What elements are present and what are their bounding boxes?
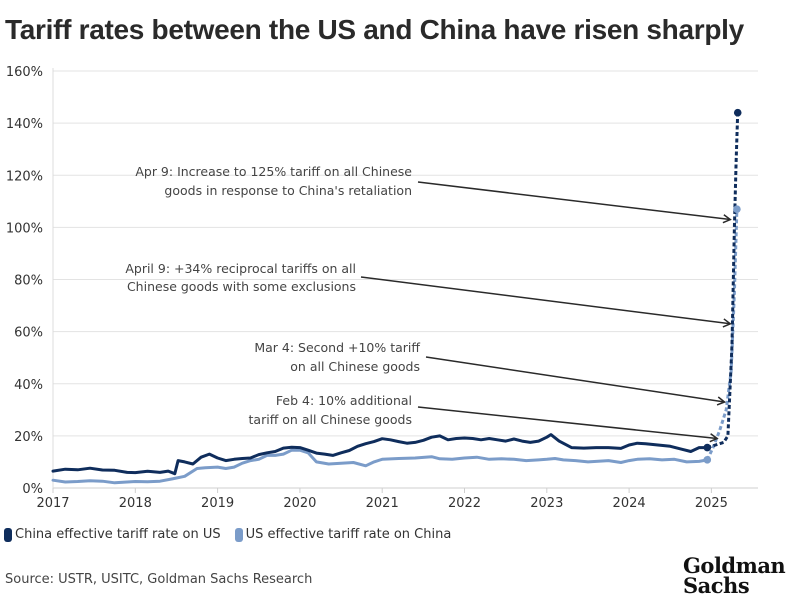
x-tick-label: 2021 — [366, 496, 399, 511]
annotation-arrow — [417, 181, 732, 224]
us-tariff-line — [51, 448, 709, 485]
x-tick-label: 2025 — [695, 496, 728, 511]
data-point-marker — [733, 205, 741, 213]
y-tick-label: 0% — [22, 482, 43, 497]
source-note: Source: USTR, USITC, Goldman Sachs Resea… — [5, 572, 313, 587]
goldman-sachs-logo: Goldman Sachs — [683, 553, 786, 598]
y-tick-label: 160% — [6, 65, 43, 80]
y-tick-label: 100% — [6, 221, 43, 236]
y-tick-label: 60% — [14, 326, 43, 341]
annotation-text: Feb 4: 10% additional — [276, 393, 412, 408]
x-tick-label: 2018 — [119, 496, 152, 511]
legend-label-china: China effective tariff rate on US — [15, 527, 221, 542]
legend-item-us: US effective tariff rate on China — [234, 527, 452, 542]
annotation-text: goods in response to China's retaliation — [164, 183, 412, 198]
china-tariff-line-projected — [706, 112, 740, 450]
annotation-arrow — [425, 356, 727, 406]
y-tick-label: 80% — [14, 274, 43, 289]
x-axis: 2017 2018 2019 2020 2021 2022 2023 2024 2025 — [36, 488, 728, 511]
data-point-marker — [703, 456, 712, 464]
legend: China effective tariff rate on US US eff… — [4, 527, 465, 542]
y-tick-label: 20% — [14, 430, 43, 445]
annotation-text: Chinese goods with some exclusions — [127, 279, 356, 294]
series-lines — [51, 108, 742, 485]
annotation-text: tariff on all Chinese goods — [249, 412, 412, 427]
x-tick-label: 2022 — [448, 496, 481, 511]
gridlines — [52, 68, 758, 489]
legend-swatch-us — [234, 527, 243, 542]
annotation-arrow — [417, 406, 719, 443]
y-tick-label: 120% — [6, 169, 43, 184]
data-point-marker — [733, 108, 742, 117]
annotation-text: Mar 4: Second +10% tariff — [254, 340, 420, 355]
x-tick-label: 2024 — [613, 496, 646, 511]
data-point-marker — [703, 443, 712, 452]
annotation-text: on all Chinese goods — [290, 359, 420, 374]
x-tick-label: 2020 — [283, 496, 316, 511]
logo-line-1: Goldman — [683, 553, 786, 578]
chart-title: Tariff rates between the US and China ha… — [5, 14, 744, 45]
y-tick-label: 140% — [6, 117, 43, 132]
china-tariff-line — [51, 433, 709, 476]
legend-item-china: China effective tariff rate on US — [4, 527, 221, 542]
legend-label-us: US effective tariff rate on China — [245, 527, 452, 542]
annotation-text: April 9: +34% reciprocal tariffs on all — [125, 261, 356, 276]
annotation-text: Apr 9: Increase to 125% tariff on all Ch… — [135, 164, 412, 179]
x-tick-label: 2019 — [201, 496, 234, 511]
annotations: Apr 9: Increase to 125% tariff on all Ch… — [125, 164, 732, 443]
logo-line-2: Sachs — [683, 573, 750, 598]
x-tick-label: 2023 — [530, 496, 563, 511]
annotation-arrow — [360, 276, 732, 328]
us-tariff-line-projected — [705, 209, 739, 461]
legend-swatch-china — [4, 527, 12, 542]
y-axis: 0% 20% 40% 60% 80% 100% 120% 140% 160% — [6, 65, 43, 497]
y-tick-label: 40% — [14, 378, 43, 393]
x-tick-label: 2017 — [36, 496, 69, 511]
